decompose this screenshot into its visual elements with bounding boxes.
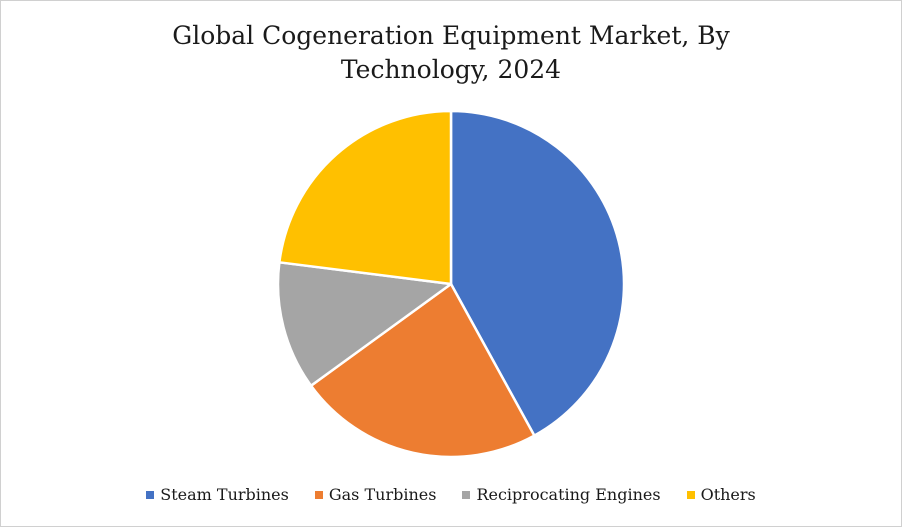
legend-item-steam-turbines: Steam Turbines [146,485,289,504]
legend-swatch [314,490,323,499]
chart-title-line1: Global Cogeneration Equipment Market, By [172,21,730,50]
legend-item-others: Others [686,485,756,504]
pie-slice-others [278,109,453,286]
pie-slice-gas-turbines [309,282,536,459]
chart-title-line2: Technology, 2024 [340,55,562,84]
legend-label: Others [700,485,756,504]
chart-title: Global Cogeneration Equipment Market, By… [1,19,901,87]
legend-swatch [686,490,695,499]
legend-item-gas-turbines: Gas Turbines [314,485,437,504]
legend-swatch [146,490,155,499]
legend-swatch [462,490,471,499]
legend-label: Reciprocating Engines [476,485,661,504]
legend-item-reciprocating-engines: Reciprocating Engines [462,485,661,504]
legend: Steam Turbines Gas Turbines Reciprocatin… [1,485,901,504]
pie-slice-steam-turbines [449,109,626,437]
pie-slice-reciprocating-engines [276,261,453,387]
legend-label: Steam Turbines [160,485,289,504]
legend-label: Gas Turbines [328,485,437,504]
